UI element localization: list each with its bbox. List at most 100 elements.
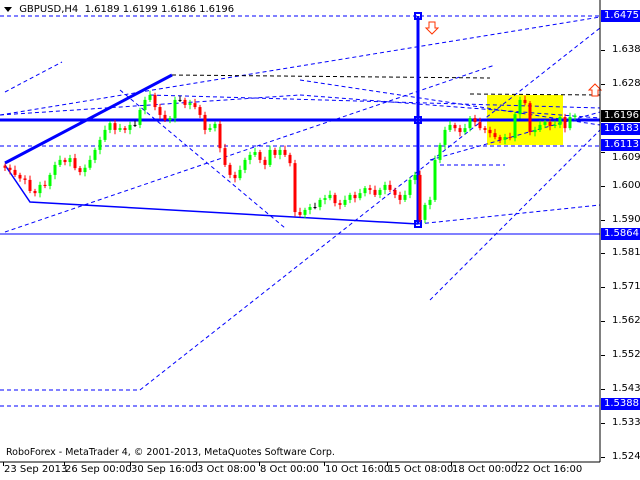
trend-line bbox=[299, 94, 601, 119]
candle-body bbox=[118, 128, 122, 130]
symbol-label: GBPUSD,H4 bbox=[19, 4, 79, 15]
y-tick-label: 1.5335 bbox=[612, 417, 640, 429]
trend-line bbox=[119, 89, 286, 229]
candle-body bbox=[53, 164, 57, 175]
candle-body bbox=[458, 128, 462, 133]
candle-body bbox=[528, 103, 532, 133]
candle-body bbox=[318, 199, 322, 208]
candle-body bbox=[298, 212, 302, 215]
x-tick-mark bbox=[196, 462, 197, 466]
candle-body bbox=[403, 194, 407, 200]
y-tick-label: 1.6380 bbox=[612, 43, 640, 55]
candle-body bbox=[388, 184, 392, 190]
candle-body bbox=[158, 107, 162, 115]
x-tick-label: 15 Oct 08:00 bbox=[388, 464, 454, 475]
candle-body bbox=[443, 129, 447, 145]
candle-body bbox=[198, 107, 202, 115]
candle-body bbox=[248, 154, 252, 160]
candle-body bbox=[163, 114, 167, 120]
resistance-line bbox=[171, 74, 491, 79]
x-tick-label: 30 Sep 16:00 bbox=[131, 464, 198, 475]
candle-body bbox=[173, 99, 177, 119]
candle-body bbox=[218, 123, 222, 149]
candle-body bbox=[548, 122, 552, 126]
candle-body bbox=[448, 124, 452, 130]
candle-body bbox=[43, 184, 47, 186]
y-tick-mark bbox=[601, 457, 605, 459]
candle-body bbox=[78, 168, 82, 173]
y-tick-label: 1.5905 bbox=[612, 213, 640, 225]
candle-body bbox=[438, 144, 442, 160]
x-tick-label: 22 Oct 16:00 bbox=[517, 464, 583, 475]
anchor-point[interactable] bbox=[414, 12, 422, 20]
candle-body bbox=[308, 207, 312, 210]
level-price-tag: 1.6183 bbox=[601, 122, 640, 135]
ohlc-values: 1.6189 1.6199 1.6186 1.6196 bbox=[84, 4, 235, 15]
candle-body bbox=[123, 128, 127, 130]
candle-body bbox=[368, 188, 372, 190]
trend-line bbox=[429, 129, 601, 301]
candle-body bbox=[513, 114, 517, 139]
candle-body bbox=[383, 184, 387, 190]
level-price-tag: 1.5864 bbox=[601, 228, 640, 241]
anchor-point[interactable] bbox=[414, 116, 422, 124]
x-tick-label: 3 Oct 08:00 bbox=[197, 464, 256, 475]
y-tick-mark bbox=[601, 389, 605, 391]
y-tick-mark bbox=[601, 423, 605, 425]
trend-line bbox=[149, 94, 601, 109]
candle-body bbox=[23, 178, 27, 180]
candle-body bbox=[288, 154, 292, 164]
candle-body bbox=[203, 114, 207, 130]
candle-body bbox=[103, 129, 107, 140]
candle-body bbox=[408, 179, 412, 195]
x-tick-label: 10 Oct 16:00 bbox=[325, 464, 391, 475]
candle-body bbox=[483, 128, 487, 130]
x-tick-mark bbox=[451, 462, 452, 466]
candle-body bbox=[453, 124, 457, 129]
y-tick-label: 1.5525 bbox=[612, 349, 640, 361]
candle-body bbox=[128, 124, 132, 130]
candle-body bbox=[278, 149, 282, 155]
y-tick-mark bbox=[601, 185, 605, 187]
candle-body bbox=[418, 174, 422, 220]
candle-body bbox=[58, 159, 62, 165]
y-tick-label: 1.5240 bbox=[612, 451, 640, 463]
candle-body bbox=[343, 199, 347, 205]
y-tick-label: 1.5715 bbox=[612, 281, 640, 293]
candle-body bbox=[183, 99, 187, 105]
trend-line bbox=[4, 64, 496, 233]
x-tick-mark bbox=[64, 462, 65, 466]
candle-body bbox=[303, 209, 307, 215]
candle-body bbox=[573, 115, 577, 118]
candle-body bbox=[518, 99, 522, 115]
candle-body bbox=[328, 194, 332, 199]
candle-body bbox=[238, 169, 242, 179]
candle-body bbox=[33, 190, 37, 194]
candle-body bbox=[93, 149, 97, 160]
candle-body bbox=[373, 189, 377, 195]
y-tick-mark bbox=[601, 321, 605, 323]
x-tick-label: 26 Sep 00:00 bbox=[65, 464, 132, 475]
x-tick-mark bbox=[259, 462, 260, 466]
candle-body bbox=[283, 149, 287, 155]
y-tick-label: 1.6285 bbox=[612, 77, 640, 89]
trend-line bbox=[4, 61, 63, 93]
anchor-point[interactable] bbox=[414, 220, 422, 228]
candle-body bbox=[313, 207, 317, 209]
y-tick-mark bbox=[601, 219, 605, 221]
candle-body bbox=[143, 99, 147, 110]
candle-body bbox=[488, 129, 492, 134]
current-price-tag: 1.6196 bbox=[601, 109, 640, 122]
triangle-down-icon bbox=[4, 6, 12, 12]
candle-body bbox=[73, 158, 77, 169]
arrow-down-icon bbox=[424, 21, 440, 35]
candle-body bbox=[293, 163, 297, 213]
x-tick-mark bbox=[324, 462, 325, 466]
x-tick-mark bbox=[130, 462, 131, 466]
candle-body bbox=[348, 194, 352, 200]
y-tick-mark bbox=[601, 355, 605, 357]
channel-top-line bbox=[4, 73, 173, 165]
candle-body bbox=[468, 118, 472, 129]
candle-body bbox=[263, 159, 267, 165]
